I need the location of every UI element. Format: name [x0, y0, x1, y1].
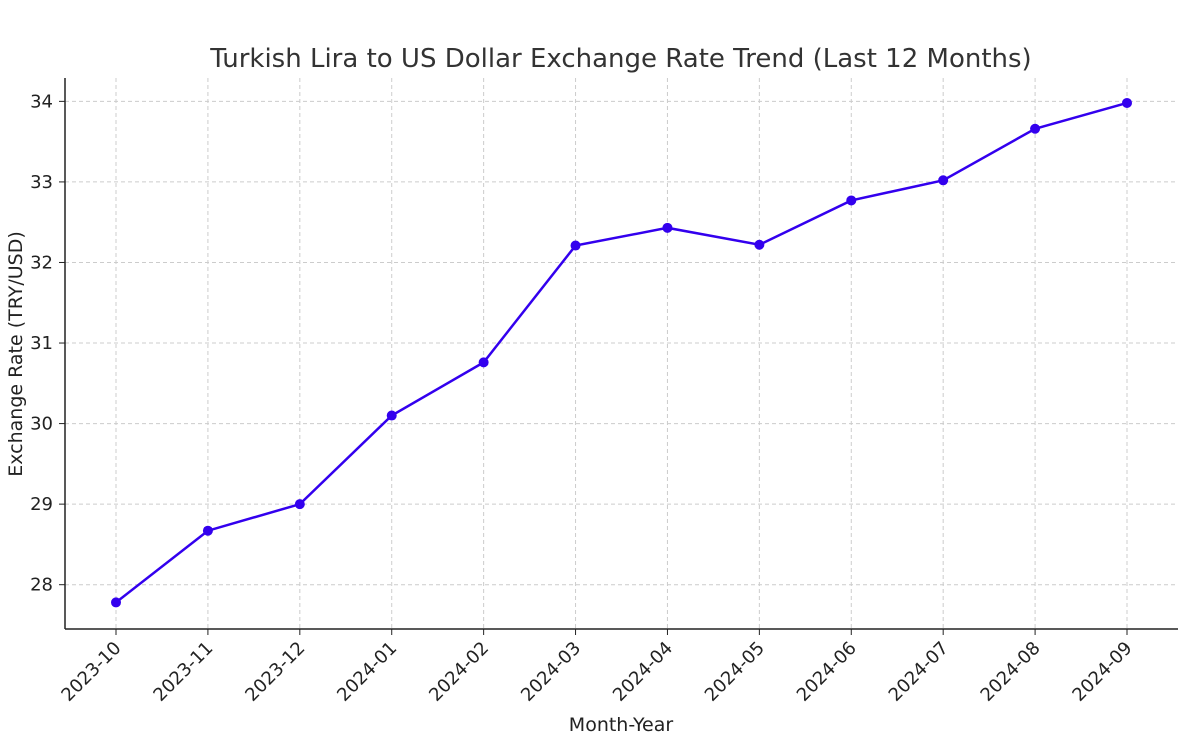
y-tick-label: 34: [30, 91, 53, 112]
y-tick-label: 28: [30, 575, 53, 596]
x-tick-label: 2024-07: [885, 638, 953, 706]
x-tick-label: 2024-05: [701, 638, 769, 706]
x-tick-label: 2023-11: [149, 638, 217, 706]
x-tick-label: 2023-12: [241, 638, 309, 706]
y-tick-label: 31: [30, 333, 53, 354]
x-tick-label: 2024-08: [977, 638, 1045, 706]
x-tick-label: 2024-01: [333, 638, 401, 706]
x-tick-label: 2024-03: [517, 638, 585, 706]
data-point: [478, 357, 489, 368]
x-axis-label: Month-Year: [569, 714, 674, 736]
data-point: [1030, 123, 1041, 134]
grid: [65, 78, 1178, 629]
data-point: [294, 499, 305, 510]
data-point: [662, 222, 673, 233]
series: [111, 97, 1132, 608]
ticks: 2023-10 2023-11 2023-12 2024-01 2024-02 2024-…: [30, 91, 1136, 705]
data-point: [846, 195, 857, 206]
data-point: [754, 239, 765, 250]
data-point: [202, 525, 213, 536]
series-line: [115, 101, 1128, 604]
y-tick-label: 33: [30, 172, 53, 193]
x-tick-label: 2024-09: [1068, 638, 1136, 706]
data-point: [386, 410, 397, 421]
y-tick-label: 30: [30, 414, 53, 435]
y-tick-label: 29: [30, 494, 53, 515]
y-tick-label: 32: [30, 252, 53, 273]
data-point: [570, 240, 581, 251]
x-tick-label: 2024-04: [609, 638, 677, 706]
chart-title: Turkish Lira to US Dollar Exchange Rate …: [209, 44, 1031, 74]
y-axis-label: Exchange Rate (TRY/USD): [5, 231, 27, 477]
x-tick-label: 2024-06: [793, 638, 861, 706]
data-point: [111, 597, 121, 608]
axes: [64, 78, 1178, 630]
data-point: [1122, 97, 1132, 108]
data-point: [938, 175, 949, 186]
x-tick-label: 2024-02: [425, 638, 493, 706]
x-tick-label: 2023-10: [57, 638, 125, 706]
